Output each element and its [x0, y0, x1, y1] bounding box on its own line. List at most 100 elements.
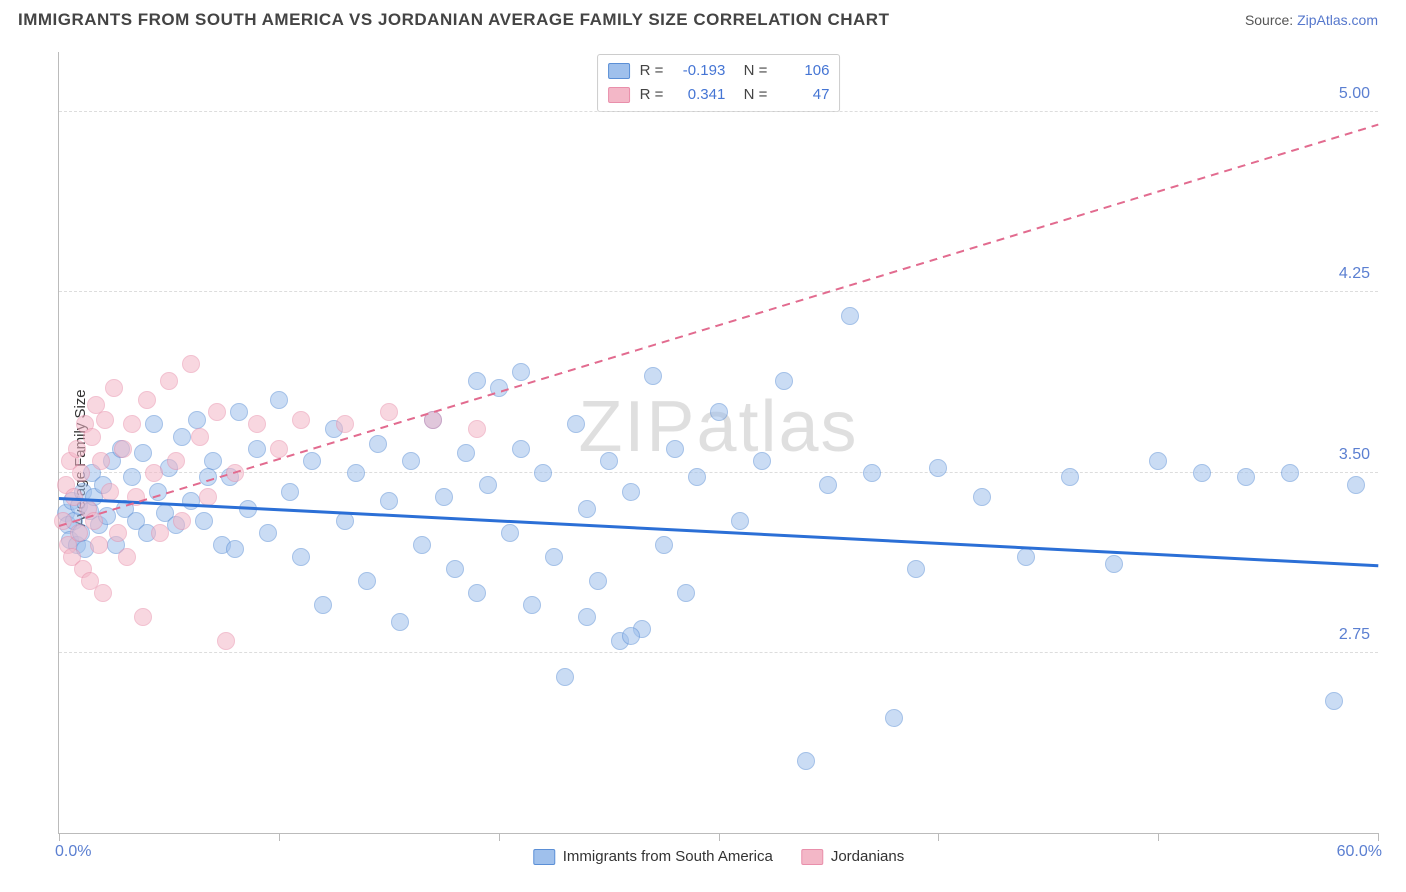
data-point — [391, 613, 409, 631]
data-point — [83, 428, 101, 446]
watermark: ZIPatlas — [578, 386, 858, 468]
data-point — [72, 464, 90, 482]
data-point — [688, 468, 706, 486]
source-link[interactable]: ZipAtlas.com — [1297, 12, 1378, 28]
n-label: N = — [735, 59, 767, 83]
data-point — [259, 524, 277, 542]
gridline — [59, 472, 1378, 473]
data-point — [92, 452, 110, 470]
trend-line — [59, 497, 1378, 567]
data-point — [182, 355, 200, 373]
x-tick — [279, 833, 280, 841]
data-point — [191, 428, 209, 446]
chart-header: IMMIGRANTS FROM SOUTH AMERICA VS JORDANI… — [0, 0, 1406, 36]
data-point — [173, 512, 191, 530]
data-point — [556, 668, 574, 686]
source-label: Source: — [1245, 12, 1293, 28]
data-point — [230, 403, 248, 421]
swatch-series-0 — [608, 63, 630, 79]
data-point — [314, 596, 332, 614]
data-point — [1061, 468, 1079, 486]
data-point — [501, 524, 519, 542]
data-point — [468, 372, 486, 390]
data-point — [134, 444, 152, 462]
data-point — [347, 464, 365, 482]
data-point — [281, 483, 299, 501]
x-axis-min-label: 0.0% — [55, 843, 91, 861]
data-point — [589, 572, 607, 590]
x-tick — [938, 833, 939, 841]
stats-legend: R = -0.193 N = 106 R = 0.341 N = 47 — [597, 54, 841, 112]
r-value-0: -0.193 — [673, 59, 725, 83]
data-point — [96, 411, 114, 429]
data-point — [523, 596, 541, 614]
data-point — [863, 464, 881, 482]
data-point — [973, 488, 991, 506]
data-point — [435, 488, 453, 506]
n-value-0: 106 — [777, 59, 829, 83]
data-point — [204, 452, 222, 470]
data-point — [70, 524, 88, 542]
data-point — [578, 608, 596, 626]
legend-item-0: Immigrants from South America — [533, 848, 773, 865]
data-point — [195, 512, 213, 530]
x-tick — [719, 833, 720, 841]
legend-swatch-0 — [533, 849, 555, 865]
data-point — [182, 492, 200, 510]
y-tick-label: 2.75 — [1339, 626, 1370, 644]
data-point — [1193, 464, 1211, 482]
r-value-1: 0.341 — [673, 83, 725, 107]
data-point — [1325, 692, 1343, 710]
data-point — [151, 524, 169, 542]
data-point — [753, 452, 771, 470]
data-point — [188, 411, 206, 429]
data-point — [208, 403, 226, 421]
data-point — [600, 452, 618, 470]
data-point — [114, 440, 132, 458]
data-point — [797, 752, 815, 770]
data-point — [101, 483, 119, 501]
data-point — [567, 415, 585, 433]
data-point — [292, 548, 310, 566]
data-point — [1281, 464, 1299, 482]
data-point — [1149, 452, 1167, 470]
data-point — [677, 584, 695, 602]
data-point — [145, 415, 163, 433]
data-point — [336, 415, 354, 433]
x-tick — [1378, 833, 1379, 841]
data-point — [534, 464, 552, 482]
data-point — [907, 560, 925, 578]
data-point — [1237, 468, 1255, 486]
data-point — [666, 440, 684, 458]
data-point — [1105, 555, 1123, 573]
legend-label-1: Jordanians — [831, 848, 904, 865]
data-point — [248, 440, 266, 458]
data-point — [457, 444, 475, 462]
legend-item-1: Jordanians — [801, 848, 904, 865]
data-point — [731, 512, 749, 530]
data-point — [885, 709, 903, 727]
data-point — [68, 440, 86, 458]
legend-label-0: Immigrants from South America — [563, 848, 773, 865]
swatch-series-1 — [608, 87, 630, 103]
legend-swatch-1 — [801, 849, 823, 865]
n-value-1: 47 — [777, 83, 829, 107]
data-point — [160, 372, 178, 390]
data-point — [270, 440, 288, 458]
data-point — [545, 548, 563, 566]
data-point — [226, 540, 244, 558]
stats-row-series-1: R = 0.341 N = 47 — [608, 83, 830, 107]
y-tick-label: 3.50 — [1339, 446, 1370, 464]
data-point — [134, 608, 152, 626]
source-attribution: Source: ZipAtlas.com — [1245, 12, 1378, 28]
data-point — [512, 363, 530, 381]
y-tick-label: 4.25 — [1339, 265, 1370, 283]
data-point — [578, 500, 596, 518]
data-point — [138, 391, 156, 409]
data-point — [123, 468, 141, 486]
data-point — [369, 435, 387, 453]
data-point — [105, 379, 123, 397]
data-point — [145, 464, 163, 482]
r-label: R = — [640, 83, 664, 107]
data-point — [929, 459, 947, 477]
